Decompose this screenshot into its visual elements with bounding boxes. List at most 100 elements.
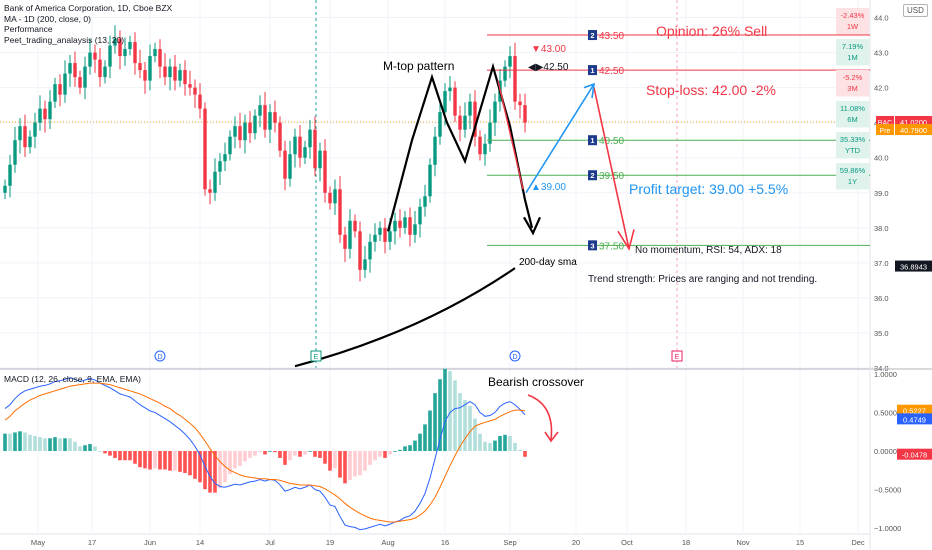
macd-histogram-bar	[3, 433, 7, 451]
bearish-crossover-label: Bearish crossover	[488, 375, 584, 389]
macd-histogram-bar	[443, 368, 447, 451]
performance-cell	[836, 39, 869, 66]
macd-histogram-bar	[68, 438, 72, 451]
indicator-performance[interactable]: Performance	[4, 24, 53, 34]
stop-loss-label: Stop-loss: 42.00 -2%	[646, 82, 776, 98]
macd-histogram-bar	[513, 442, 517, 451]
candle-body	[303, 147, 307, 158]
level-badge-number: 1	[590, 66, 594, 75]
macd-histogram-bar	[88, 444, 92, 451]
indicator-peet[interactable]: Peet_trading_analaysis (13, 20)	[4, 34, 125, 45]
performance-value: 35.33%	[840, 135, 866, 144]
macd-histogram-bar	[428, 410, 432, 451]
macd-histogram-bar	[258, 451, 262, 453]
candle-body	[338, 189, 342, 235]
level-badge-number: 2	[590, 31, 594, 40]
macd-histogram-bar	[493, 440, 497, 451]
x-tick-label: 14	[196, 538, 204, 547]
candle-body	[433, 136, 437, 165]
macd-histogram-bar	[323, 451, 327, 464]
x-tick-label: 16	[441, 538, 449, 547]
candle-body	[213, 171, 217, 193]
candle-body	[258, 105, 262, 116]
candle-body	[113, 38, 117, 46]
candle-body	[348, 220, 352, 249]
m-top-label: M-top pattern	[383, 59, 454, 73]
candle-body	[83, 66, 87, 88]
x-tick-label: 19	[326, 538, 334, 547]
macd-histogram-bar	[228, 451, 232, 475]
macd-histogram-bar	[283, 451, 287, 465]
candle-body	[328, 192, 332, 204]
price-tag-value: 41.0200	[900, 118, 927, 127]
currency-label[interactable]: USD	[903, 4, 928, 17]
macd-histogram-bar	[508, 435, 512, 451]
candle-body	[183, 70, 187, 85]
candle-body	[163, 66, 167, 78]
performance-period: 1Y	[848, 177, 857, 186]
macd-histogram-bar	[433, 393, 437, 451]
price-tag-box	[895, 115, 932, 127]
macd-histogram-bar	[243, 451, 247, 462]
candle-body	[388, 231, 392, 242]
macd-value-label: 0.4749	[903, 415, 926, 424]
macd-histogram-bar	[253, 451, 257, 456]
level-badge	[588, 170, 597, 181]
macd-histogram-bar	[473, 418, 477, 451]
macd-histogram-bar	[478, 433, 482, 451]
x-tick-label: 17	[88, 538, 96, 547]
macd-histogram-bar	[393, 451, 397, 452]
dividend-marker-letter: D	[512, 354, 517, 361]
macd-histogram-bar	[318, 451, 322, 458]
crossover-arrow	[527, 394, 553, 441]
macd-histogram-bar	[183, 451, 187, 473]
price-tag-box	[895, 124, 932, 136]
earnings-marker-future	[671, 350, 683, 362]
performance-value: -5.2%	[843, 73, 863, 82]
macd-histogram-bar	[198, 451, 202, 483]
macd-histogram-bar	[308, 451, 312, 452]
candle-body	[168, 66, 172, 78]
macd-histogram-bar	[503, 434, 507, 451]
candle-body	[18, 126, 22, 141]
macd-histogram-bar	[488, 442, 492, 451]
candle-body	[503, 66, 507, 81]
candle-body	[273, 112, 277, 123]
macd-histogram-bar	[213, 451, 217, 493]
macd-histogram-bar	[418, 433, 422, 451]
macd-histogram-bar	[373, 451, 377, 461]
candle-body	[8, 164, 12, 186]
performance-cell	[836, 101, 869, 128]
level-badge	[588, 135, 597, 146]
candle-body	[363, 259, 367, 270]
indicator-ma[interactable]: MA - 1D (200, close, 0)	[4, 13, 91, 24]
candle-body	[173, 66, 177, 81]
candle-body	[513, 56, 517, 102]
macd-histogram-bar	[33, 435, 37, 451]
macd-histogram-bar	[93, 446, 97, 451]
candle-body	[223, 154, 227, 162]
macd-histogram-bar	[353, 451, 357, 477]
macd-histogram-bar	[313, 451, 317, 457]
earnings-marker	[310, 350, 322, 362]
macd-histogram-bar	[233, 451, 237, 469]
y-tick-label: 43.0	[874, 49, 889, 58]
candle-body	[438, 112, 442, 137]
momentum-label: No momentum, RSI: 54, ADX: 18	[635, 245, 782, 256]
candle-body	[203, 108, 207, 190]
candle-body	[518, 101, 522, 106]
macd-legend[interactable]: MACD (12, 26, close, 9, EMA, EMA)	[4, 374, 141, 384]
macd-histogram-bar	[288, 451, 292, 461]
macd-histogram-bar	[408, 445, 412, 451]
macd-histogram-bar	[453, 380, 457, 451]
x-tick-label: Jun	[144, 538, 156, 547]
forecast-red-line-2	[593, 87, 630, 250]
candle-body	[393, 220, 397, 232]
candle-body	[523, 105, 527, 123]
x-tick-label: 20	[572, 538, 580, 547]
price-tag-symbol-box	[876, 124, 894, 136]
candle-body	[458, 115, 462, 130]
candle-body	[378, 227, 382, 235]
macd-value-box	[897, 448, 932, 460]
